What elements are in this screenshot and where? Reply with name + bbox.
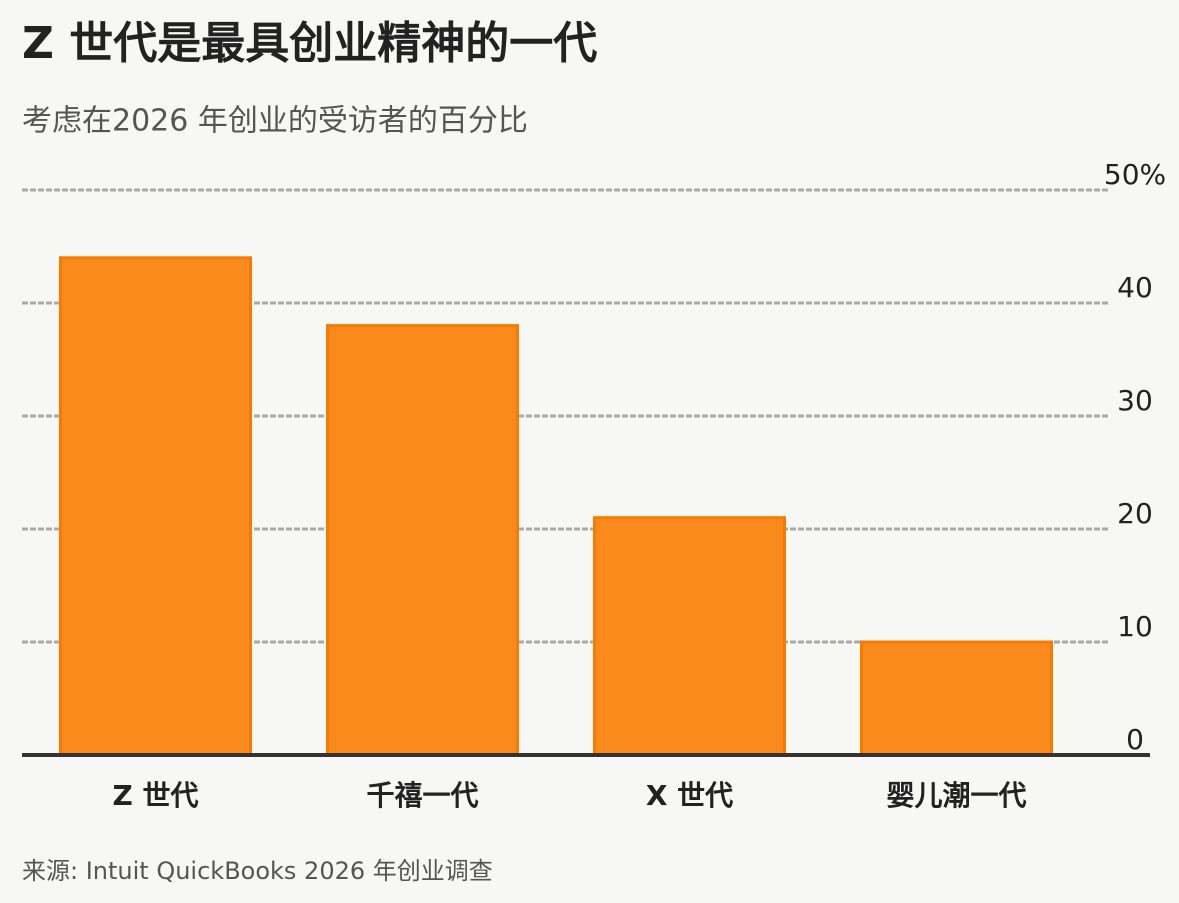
source: 来源: Intuit QuickBooks 2026 年创业调查 (22, 857, 493, 885)
bar (326, 324, 519, 757)
chart-title: Z 世代是最具创业精神的一代 (22, 18, 597, 69)
y-tick-label: 50% (1104, 158, 1166, 191)
x-tick-label: 千禧一代 (366, 779, 478, 812)
y-tick-label: 20 (1117, 497, 1153, 530)
chart-subtitle: 考虑在2026 年创业的受访者的百分比 (22, 104, 528, 139)
x-tick-label: 婴儿潮一代 (886, 779, 1026, 812)
x-tick-label: X 世代 (646, 779, 733, 812)
y-tick-label: 40 (1117, 271, 1153, 304)
x-tick-label: Z 世代 (112, 779, 198, 812)
y-tick-label: 10 (1117, 610, 1153, 643)
bar (860, 640, 1053, 757)
bar (593, 516, 786, 757)
y-tick-label: 30 (1117, 384, 1153, 417)
y-tick-label: 0 (1126, 723, 1144, 756)
bar (59, 256, 252, 757)
